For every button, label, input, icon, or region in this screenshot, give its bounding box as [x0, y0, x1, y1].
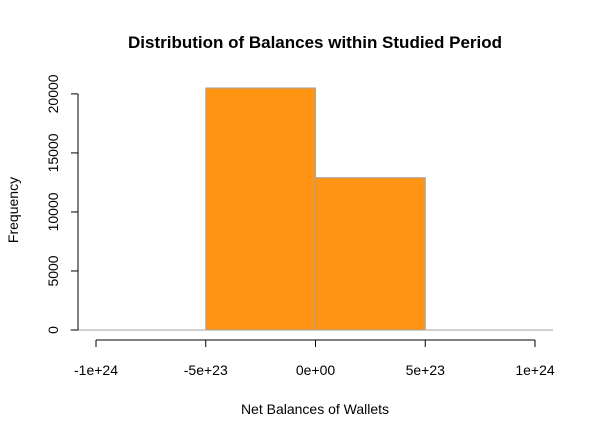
x-tick-label-2: 0e+00: [296, 362, 336, 378]
y-tick-label-4: 20000: [45, 74, 61, 113]
plot-area: 0 5000 10000 15000 20000 -1e+24 -5e+23 0e+00 5e+…: [45, 74, 555, 378]
histogram-bar-2: [315, 177, 426, 331]
x-axis-label: Net Balances of Wallets: [241, 401, 389, 417]
x-tick-label-3: 5e+23: [406, 362, 446, 378]
y-axis-label: Frequency: [5, 177, 21, 243]
x-tick-label-1: -5e+23: [184, 362, 228, 378]
y-tick-label-0: 0: [45, 326, 61, 334]
x-tick-label-0: -1e+24: [74, 362, 118, 378]
y-tick-label-1: 5000: [45, 255, 61, 286]
histogram-bar-1: [205, 87, 316, 331]
y-tick-label-3: 15000: [45, 133, 61, 172]
chart-title: Distribution of Balances within Studied …: [128, 33, 502, 52]
x-tick-label-4: 1e+24: [515, 362, 555, 378]
y-tick-label-2: 10000: [45, 192, 61, 231]
